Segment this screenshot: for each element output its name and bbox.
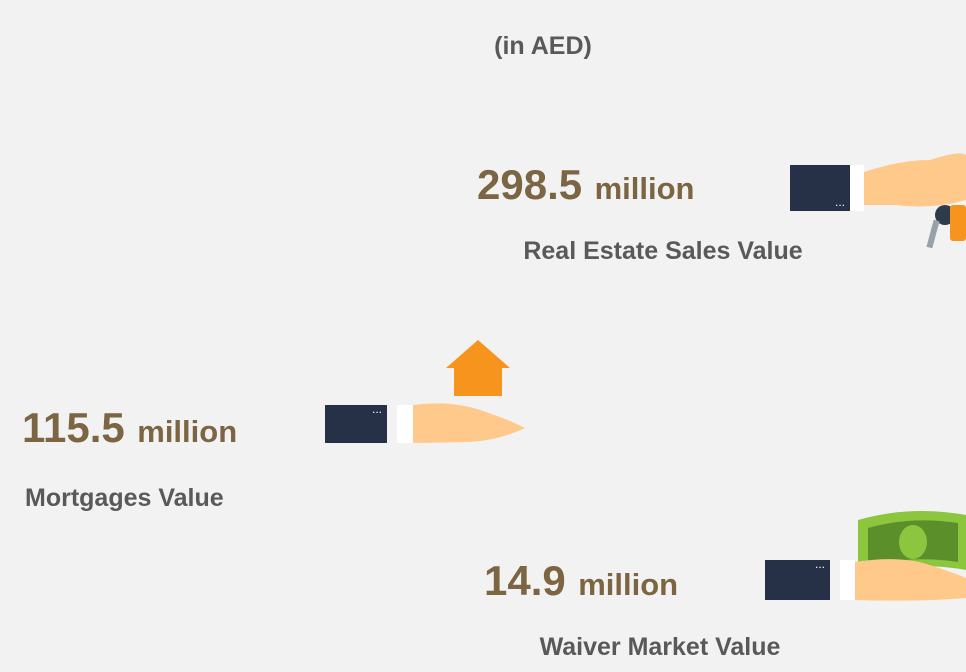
value: 115.5 [22,404,125,451]
unit: million [137,414,237,449]
value: 298.5 [477,161,582,208]
svg-text:...: ... [372,402,382,416]
unit: million [595,171,695,206]
svg-text:...: ... [835,195,845,209]
value: 14.9 [484,557,566,604]
unit: million [578,567,678,602]
stat-label: Waiver Market Value [540,633,781,661]
stat-label: Mortgages Value [25,484,224,512]
infographic: (in AED) 298.5 million Real Estate Sales… [0,0,966,672]
svg-text:...: ... [815,557,825,571]
stat-label: Real Estate Sales Value [523,237,802,265]
title: (in AED) [494,32,592,60]
